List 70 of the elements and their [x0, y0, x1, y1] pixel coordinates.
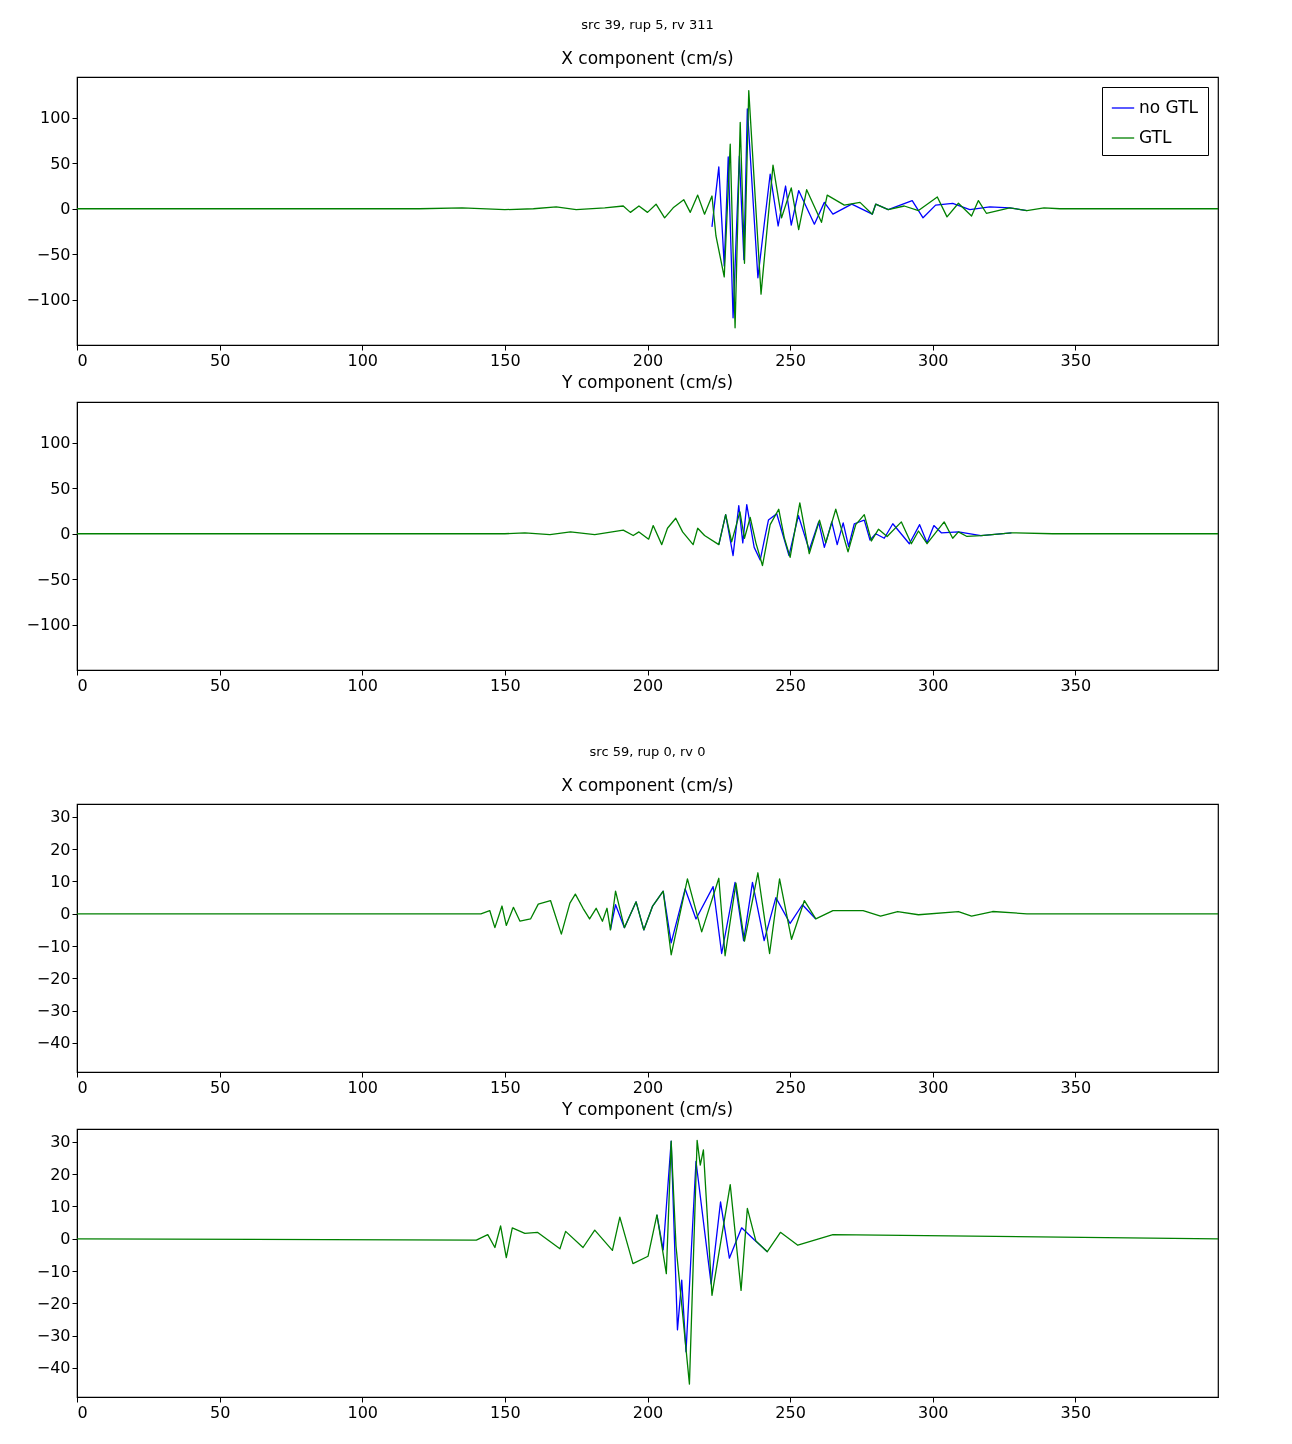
x-tick-label: 300 — [917, 675, 949, 695]
x-tick-label: 50 — [209, 1077, 231, 1097]
x-tick-label: 100 — [347, 1077, 379, 1097]
chart-subtitle: X component (cm/s) — [561, 48, 734, 68]
x-tick-label: 350 — [1060, 675, 1092, 695]
x-tick-label: 50 — [209, 350, 231, 370]
x-tick-label: 300 — [917, 1402, 949, 1422]
chart-title: Y component (cm/s) — [560, 1099, 734, 1119]
x-tick-label: 300 — [917, 1077, 949, 1097]
x-tick-label: 250 — [775, 350, 806, 370]
x-tick-label: 150 — [490, 350, 521, 370]
x-tick-label: 50 — [209, 675, 231, 695]
x-tick-label: 0 — [77, 1077, 88, 1097]
x-tick-label: 100 — [347, 675, 379, 695]
y-tick-label: −10 — [36, 1261, 71, 1281]
line-series — [77, 502, 1218, 567]
x-tick-label: 300 — [917, 350, 949, 370]
y-tick-label: −40 — [36, 1358, 71, 1378]
y-tick-label: −30 — [36, 1001, 71, 1021]
x-tick-label: 250 — [775, 1077, 806, 1097]
x-tick-label: 200 — [632, 1077, 664, 1097]
x-tick-label: 200 — [632, 350, 664, 370]
y-tick-label: −20 — [36, 968, 71, 988]
y-tick-label: 20 — [50, 839, 71, 859]
x-tick-label: 0 — [77, 1402, 88, 1422]
x-tick-label: 350 — [1060, 350, 1092, 370]
y-tick-label: 10 — [50, 871, 71, 891]
y-tick-label: −100 — [26, 290, 71, 310]
x-tick-label: 50 — [209, 1402, 231, 1422]
y-tick-label: −50 — [36, 244, 71, 264]
chart-title: Y component (cm/s) — [560, 372, 734, 392]
x-tick-label: 250 — [775, 1402, 806, 1422]
y-tick-label: 50 — [50, 478, 71, 498]
x-tick-label: 350 — [1060, 1077, 1092, 1097]
y-tick-label: 0 — [60, 904, 71, 924]
y-tick-label: 10 — [50, 1196, 71, 1216]
x-tick-label: 0 — [77, 350, 88, 370]
x-tick-label: 200 — [632, 1402, 664, 1422]
y-tick-label: 0 — [60, 1229, 71, 1249]
y-tick-label: −10 — [36, 936, 71, 956]
x-tick-label: 0 — [77, 675, 88, 695]
x-tick-label: 150 — [490, 1402, 521, 1422]
y-tick-label: 30 — [50, 1132, 71, 1152]
y-tick-label: 50 — [50, 153, 71, 173]
y-tick-label: −40 — [36, 1033, 71, 1053]
chart-title: src 39, rup 5, rv 311 — [581, 17, 714, 32]
y-tick-label: 0 — [60, 199, 71, 219]
chart-subtitle: X component (cm/s) — [561, 775, 734, 795]
line-series — [77, 1139, 1218, 1385]
x-tick-label: 100 — [347, 1402, 379, 1422]
y-tick-label: 100 — [39, 108, 71, 128]
x-tick-label: 250 — [775, 675, 806, 695]
y-tick-label: 30 — [50, 807, 71, 827]
x-tick-label: 200 — [632, 675, 664, 695]
x-tick-label: 150 — [490, 1077, 521, 1097]
line-series — [77, 89, 1218, 329]
y-tick-label: −100 — [26, 615, 71, 635]
chart-title: src 59, rup 0, rv 0 — [589, 744, 706, 759]
x-tick-label: 150 — [490, 675, 521, 695]
legend-label: GTL — [1139, 127, 1172, 147]
line-series — [77, 872, 1218, 957]
y-tick-label: −20 — [36, 1293, 71, 1313]
y-tick-label: 100 — [39, 433, 71, 453]
x-tick-label: 350 — [1060, 1402, 1092, 1422]
legend-label: no GTL — [1139, 97, 1199, 117]
y-tick-label: 0 — [60, 524, 71, 544]
y-tick-label: −50 — [36, 569, 71, 589]
y-tick-label: 20 — [50, 1164, 71, 1184]
y-tick-label: −30 — [36, 1326, 71, 1346]
x-tick-label: 100 — [347, 350, 379, 370]
